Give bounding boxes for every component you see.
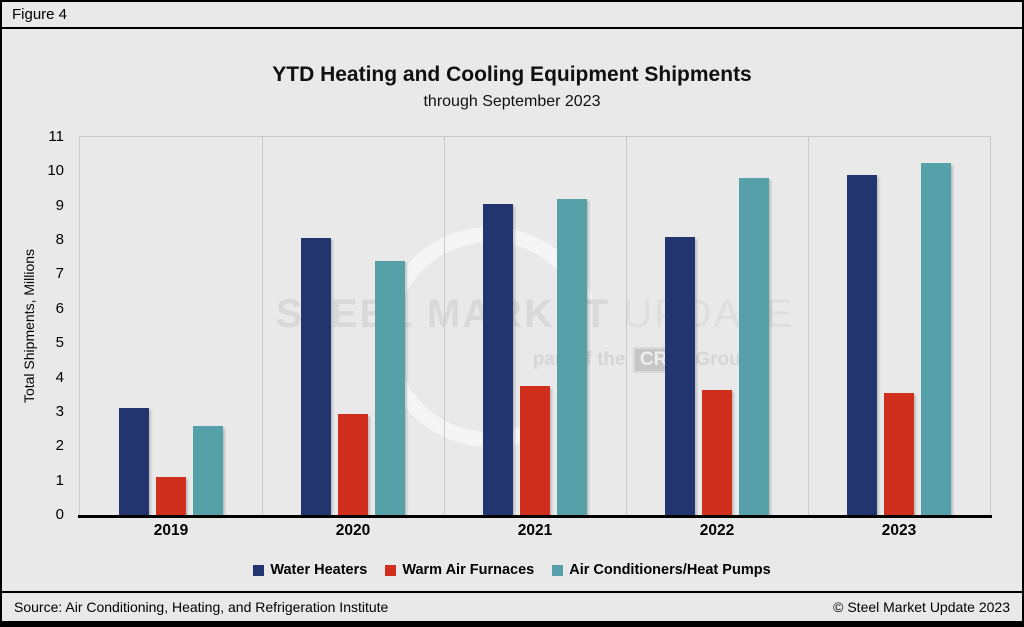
y-tick-label-0: 0 xyxy=(55,506,64,523)
x-tick-label-2023: 2023 xyxy=(881,522,917,539)
x-axis-labels: 2019 2020 2021 2022 2023 xyxy=(80,522,990,540)
bar-water-heaters-2021 xyxy=(483,204,513,515)
gridline-vertical xyxy=(444,137,445,515)
legend-label-warm-air-furnaces: Warm Air Furnaces xyxy=(402,562,535,578)
x-tick-label-2019: 2019 xyxy=(153,522,189,539)
gridline-vertical xyxy=(262,137,263,515)
bar-group-2021 xyxy=(444,137,626,515)
chart-legend: Water Heaters Warm Air Furnaces Air Condit… xyxy=(2,562,1022,578)
y-tick-label-5: 5 xyxy=(55,334,64,352)
source-text: Source: Air Conditioning, Heating, and R… xyxy=(14,599,389,615)
plot-area: STEEL MARKET UPDATE part of the CRU Grou… xyxy=(79,136,991,516)
bar-water-heaters-2019 xyxy=(119,408,149,515)
bar-warm-air-furnaces-2021 xyxy=(520,386,550,515)
bar-group-2022 xyxy=(626,137,808,515)
legend-marker-air-conditioners-heat-pumps xyxy=(552,564,564,576)
bar-warm-air-furnaces-2020 xyxy=(338,413,368,515)
legend-item-air-conditioners-heat-pumps: Air Conditioners/Heat Pumps xyxy=(552,562,771,578)
bar-group-2019 xyxy=(80,137,262,515)
bar-air-conditioners-heat-pumps-2020 xyxy=(375,260,405,515)
bar-water-heaters-2020 xyxy=(301,238,331,515)
legend-label-water-heaters: Water Heaters xyxy=(270,562,368,578)
y-tick-label-7: 7 xyxy=(55,265,64,283)
gridline-vertical xyxy=(808,137,809,515)
bar-warm-air-furnaces-2022 xyxy=(702,389,732,515)
x-tick-label-2022: 2022 xyxy=(699,522,735,539)
bar-air-conditioners-heat-pumps-2022 xyxy=(739,178,769,515)
legend-item-warm-air-furnaces: Warm Air Furnaces xyxy=(385,562,534,578)
figure-label: Figure 4 xyxy=(12,6,68,23)
copyright-text: © Steel Market Update 2023 xyxy=(833,599,1010,615)
gridline-vertical xyxy=(626,137,627,515)
y-tick-label-10: 10 xyxy=(47,162,64,180)
chart-subtitle: through September 2023 xyxy=(423,93,601,110)
y-tick-label-6: 6 xyxy=(55,299,64,317)
bar-warm-air-furnaces-2019 xyxy=(156,477,186,515)
legend-item-water-heaters: Water Heaters xyxy=(253,562,367,578)
y-tick-label-9: 9 xyxy=(55,196,64,214)
bar-warm-air-furnaces-2023 xyxy=(884,393,914,515)
y-tick-label-8: 8 xyxy=(55,231,64,249)
bar-water-heaters-2022 xyxy=(665,236,695,515)
y-tick-label-3: 3 xyxy=(55,402,64,420)
x-tick-label-2021: 2021 xyxy=(517,522,553,539)
legend-label-air-conditioners-heat-pumps: Air Conditioners/Heat Pumps xyxy=(569,562,771,578)
y-tick-label-2: 2 xyxy=(55,437,64,455)
bar-air-conditioners-heat-pumps-2019 xyxy=(193,425,223,515)
y-tick-label-11: 11 xyxy=(48,128,64,145)
y-axis-ticks: 0 1 2 3 4 5 6 7 8 9 10 11 xyxy=(2,128,74,523)
y-tick-label-4: 4 xyxy=(55,368,64,386)
legend-marker-warm-air-furnaces xyxy=(385,564,397,576)
bar-group-2020 xyxy=(262,137,444,515)
bar-water-heaters-2023 xyxy=(847,174,877,515)
plot-groups xyxy=(80,137,990,515)
figure-label-bar: Figure 4 xyxy=(2,2,1022,29)
bar-air-conditioners-heat-pumps-2023 xyxy=(921,162,951,515)
y-tick-label-1: 1 xyxy=(55,471,64,489)
x-tick-label-2020: 2020 xyxy=(335,522,371,539)
bar-air-conditioners-heat-pumps-2021 xyxy=(557,198,587,515)
x-axis-line xyxy=(78,515,992,518)
footer-bar: Source: Air Conditioning, Heating, and R… xyxy=(2,591,1022,621)
bar-group-2023 xyxy=(808,137,990,515)
chart-title: YTD Heating and Cooling Equipment Shipme… xyxy=(272,63,752,86)
legend-marker-water-heaters xyxy=(253,564,265,576)
